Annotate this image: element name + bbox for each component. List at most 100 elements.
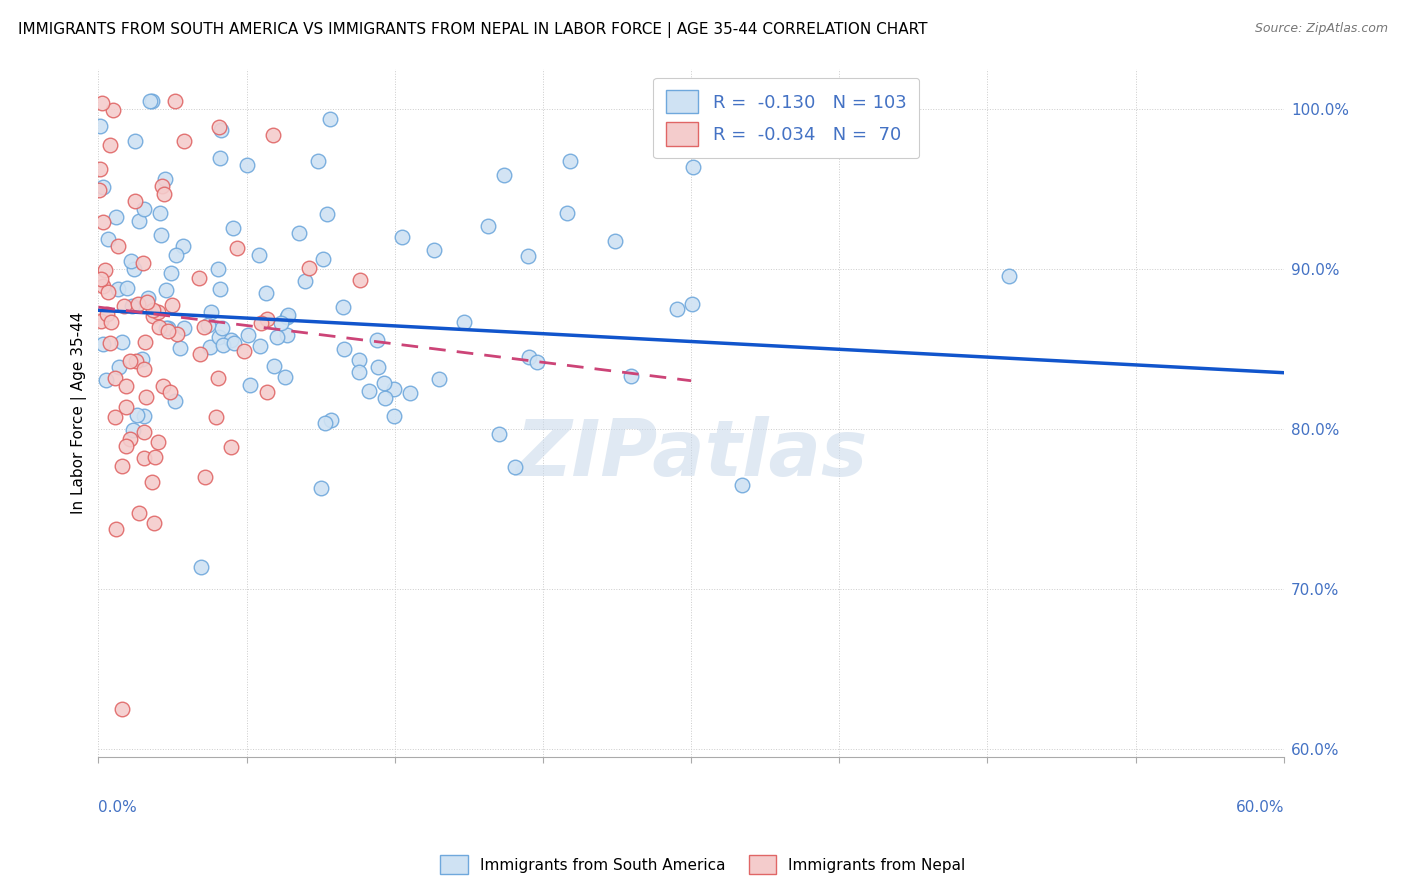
Point — [100, 315, 122, 329]
Point — [134, 451, 156, 466]
Point — [97, 285, 120, 300]
Point — [89, 183, 111, 197]
Point — [488, 426, 510, 441]
Point — [665, 302, 688, 317]
Point — [212, 338, 235, 352]
Point — [731, 478, 754, 492]
Point — [288, 226, 311, 240]
Point — [211, 321, 233, 335]
Point — [382, 409, 405, 424]
Point — [160, 266, 183, 280]
Point — [165, 394, 187, 409]
Point — [263, 128, 285, 143]
Point — [503, 459, 526, 474]
Point — [105, 211, 128, 225]
Legend: Immigrants from South America, Immigrants from Nepal: Immigrants from South America, Immigrant… — [434, 849, 972, 880]
Point — [366, 333, 388, 347]
Point — [148, 435, 170, 450]
Point — [256, 384, 278, 399]
Point — [157, 321, 180, 335]
Text: ZIPatlas: ZIPatlas — [515, 416, 868, 492]
Point — [124, 134, 146, 148]
Point — [526, 355, 548, 369]
Point — [120, 254, 142, 268]
Point — [239, 377, 262, 392]
Point — [91, 180, 114, 194]
Point — [152, 379, 174, 393]
Point — [132, 425, 155, 439]
Point — [115, 439, 138, 453]
Point — [270, 316, 292, 330]
Point — [118, 354, 141, 368]
Point — [111, 702, 134, 716]
Point — [314, 417, 336, 431]
Point — [124, 261, 146, 276]
Point — [90, 95, 112, 110]
Point — [276, 328, 298, 343]
Text: 60.0%: 60.0% — [1236, 799, 1284, 814]
Point — [128, 213, 150, 227]
Point — [173, 134, 195, 148]
Point — [91, 279, 114, 293]
Point — [194, 469, 217, 483]
Point — [139, 94, 162, 108]
Point — [111, 334, 134, 349]
Point — [197, 318, 219, 332]
Point — [997, 268, 1019, 283]
Point — [141, 94, 163, 108]
Point — [142, 516, 165, 530]
Point — [266, 329, 288, 343]
Point — [89, 161, 111, 176]
Point — [236, 327, 259, 342]
Point — [155, 320, 177, 334]
Point — [681, 296, 703, 310]
Point — [104, 522, 127, 536]
Point — [114, 379, 136, 393]
Point — [165, 248, 187, 262]
Point — [143, 450, 166, 465]
Point — [157, 325, 180, 339]
Point — [263, 359, 285, 373]
Text: Source: ZipAtlas.com: Source: ZipAtlas.com — [1254, 22, 1388, 36]
Point — [142, 302, 165, 317]
Point — [249, 339, 271, 353]
Point — [101, 103, 124, 117]
Point — [312, 252, 335, 267]
Point — [169, 341, 191, 355]
Point — [121, 299, 143, 313]
Point — [477, 219, 499, 233]
Point — [122, 423, 145, 437]
Point — [96, 307, 118, 321]
Point — [398, 386, 420, 401]
Point — [134, 334, 156, 349]
Point — [332, 300, 354, 314]
Point — [236, 158, 259, 172]
Text: IMMIGRANTS FROM SOUTH AMERICA VS IMMIGRANTS FROM NEPAL IN LABOR FORCE | AGE 35-4: IMMIGRANTS FROM SOUTH AMERICA VS IMMIGRA… — [18, 22, 928, 38]
Point — [91, 337, 114, 351]
Point — [135, 294, 157, 309]
Point — [103, 409, 125, 424]
Point — [298, 260, 321, 275]
Point — [127, 296, 149, 310]
Point — [208, 151, 231, 165]
Point — [226, 242, 249, 256]
Point — [94, 373, 117, 387]
Point — [125, 354, 148, 368]
Point — [131, 352, 153, 367]
Point — [233, 343, 256, 358]
Point — [150, 179, 173, 194]
Point — [277, 308, 299, 322]
Point — [190, 560, 212, 574]
Point — [142, 309, 165, 323]
Point — [200, 305, 222, 319]
Point — [254, 285, 277, 300]
Point — [159, 384, 181, 399]
Point — [208, 330, 231, 344]
Point — [605, 235, 627, 249]
Point — [107, 239, 129, 253]
Point — [118, 432, 141, 446]
Point — [391, 230, 413, 244]
Point — [107, 359, 129, 374]
Point — [134, 361, 156, 376]
Point — [128, 506, 150, 520]
